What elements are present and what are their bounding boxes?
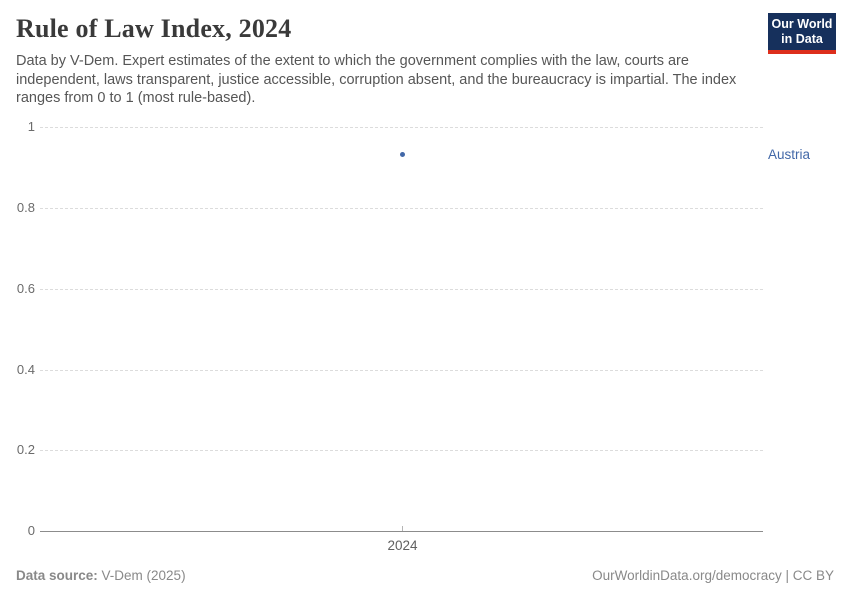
chart-subtitle: Data by V-Dem. Expert estimates of the e… — [16, 53, 737, 107]
x-tick-label: 2024 — [387, 538, 418, 553]
y-tick-label-0-4: 0.4 — [16, 362, 35, 377]
data-point-austria[interactable] — [400, 152, 405, 157]
gridline-0-8 — [40, 208, 763, 209]
y-tick-label-0-2: 0.2 — [16, 442, 35, 457]
y-tick-label-1: 1 — [27, 119, 35, 134]
credit-note: OurWorldinData.org/democracy | CC BY — [592, 568, 834, 583]
owid-logo[interactable]: Our World in Data — [768, 13, 836, 54]
y-tick-label-0-8: 0.8 — [16, 200, 35, 215]
gridline-0-2 — [40, 450, 763, 451]
page-title: Rule of Law Index, 2024 — [16, 14, 292, 43]
y-tick-label-0-6: 0.6 — [16, 281, 35, 296]
owid-logo-line2: in Data — [781, 32, 823, 46]
gridline-0-4 — [40, 370, 763, 371]
x-tick-mark — [402, 526, 403, 531]
entity-label-austria[interactable]: Austria — [768, 147, 811, 162]
data-source-value: V-Dem (2025) — [97, 568, 186, 583]
data-source-label: Data source: — [16, 568, 98, 583]
gridline-0-6 — [40, 289, 763, 290]
gridline-1 — [40, 127, 763, 128]
y-tick-label-0: 0 — [27, 523, 35, 538]
data-source-note: Data source: V-Dem (2025) — [16, 568, 186, 583]
owid-logo-line1: Our World — [771, 17, 833, 31]
x-axis-line — [40, 531, 763, 532]
